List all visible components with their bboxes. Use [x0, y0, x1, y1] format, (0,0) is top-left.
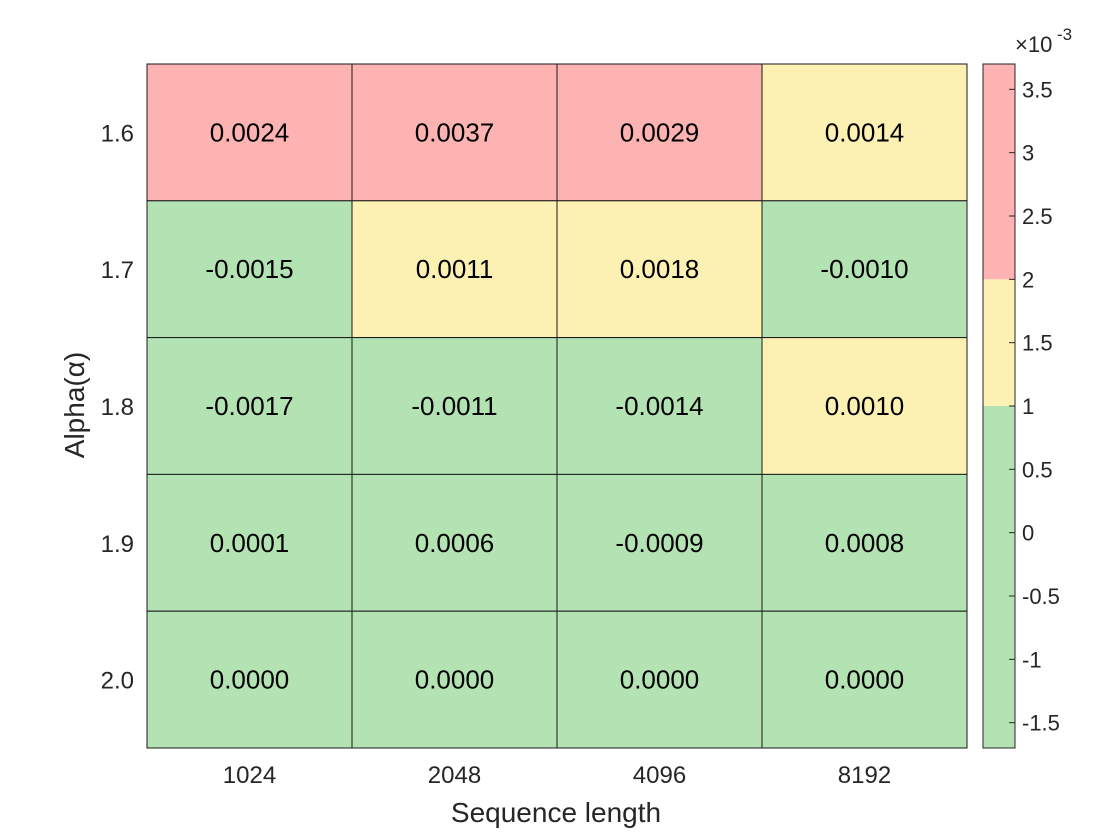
colorbar-tick-label: 0.5	[1022, 457, 1053, 482]
colorbar-tick-label: 1	[1022, 394, 1034, 419]
colorbar-tick-label: 0	[1022, 521, 1034, 546]
heatmap-cells	[146, 63, 968, 749]
heatmap-cell-1.9-1024	[146, 473, 353, 612]
cell-value-label: -0.0010	[820, 254, 908, 284]
colorbar-band-2	[983, 64, 1015, 280]
heatmap-cell-1.9-4096	[556, 473, 763, 612]
colorbar-tick-label: 1.5	[1022, 331, 1053, 356]
colorbar-tick-label: -0.5	[1022, 584, 1060, 609]
x-tick-label: 1024	[223, 762, 276, 789]
y-tick-label: 1.6	[101, 120, 134, 147]
colorbar-tick-label: -1	[1022, 647, 1042, 672]
cell-value-label: 0.0000	[620, 665, 700, 695]
heatmap-cell-2.0-2048	[351, 610, 558, 749]
heatmap-cell-1.8-2048	[351, 337, 558, 475]
cell-value-label: 0.0006	[415, 528, 495, 558]
heatmap-cell-1.6-2048	[351, 63, 558, 202]
cell-value-label: -0.0009	[615, 528, 703, 558]
cell-value-label: -0.0017	[205, 391, 293, 421]
cell-value-label: 0.0011	[416, 254, 494, 284]
colorbar-tick-label: 2	[1022, 267, 1034, 292]
cell-value-label: 0.0014	[825, 117, 905, 147]
colorbar	[982, 63, 1016, 749]
colorbar-ticks: 3.5 3 2.5 2 1.5 1 0.5 0 -0.5 -1 -1.5	[1009, 77, 1060, 736]
y-tick-label: 1.9	[101, 531, 134, 558]
cell-value-label: -0.0014	[615, 391, 703, 421]
cell-value-label: 0.0000	[825, 665, 905, 695]
colorbar-tick-label: 3	[1022, 141, 1034, 166]
x-tick-label: 4096	[633, 762, 686, 789]
cell-value-label: 0.0037	[415, 117, 495, 147]
y-tick-label: 2.0	[101, 668, 134, 695]
y-tick-label: 1.7	[101, 257, 134, 284]
colorbar-multiplier-exponent: -3	[1057, 25, 1072, 44]
heatmap-cell-1.6-4096	[556, 63, 763, 202]
colorbar-multiplier: ×10 -3	[1015, 25, 1072, 57]
cell-value-label: -0.0011	[411, 391, 497, 421]
heatmap-cell-2.0-4096	[556, 610, 763, 749]
cell-value-label: -0.0015	[205, 254, 293, 284]
colorbar-multiplier-base: ×10	[1015, 32, 1052, 57]
heatmap-cell-1.9-2048	[351, 473, 558, 612]
heatmap-cell-1.7-8192	[761, 200, 968, 339]
x-tick-label: 2048	[428, 762, 481, 789]
heatmap-cell-1.7-1024	[146, 200, 353, 339]
heatmap-cell-1.6-8192	[761, 63, 968, 202]
cell-value-label: 0.0000	[415, 665, 495, 695]
cell-value-label: 0.0018	[620, 254, 700, 284]
heatmap-cell-1.6-1024	[146, 63, 353, 202]
heatmap-cell-1.8-8192	[761, 337, 968, 475]
cell-value-label: 0.0029	[620, 117, 700, 147]
cell-value-label: 0.0024	[210, 117, 290, 147]
heatmap-cell-1.7-2048	[351, 200, 558, 339]
cell-value-label: 0.0010	[825, 391, 905, 421]
heatmap-cell-2.0-1024	[146, 610, 353, 749]
cell-value-label: 0.0000	[210, 665, 290, 695]
heatmap-cell-labels: 0.0024 0.0037 0.0029 0.0014 -0.0015 0.0011 0.0…	[205, 117, 908, 694]
colorbar-tick-label: 3.5	[1022, 77, 1053, 102]
heatmap-cell-1.7-4096	[556, 200, 763, 339]
colorbar-band-0	[983, 406, 1015, 748]
cell-value-label: 0.0001	[210, 528, 290, 558]
heatmap-cell-2.0-8192	[761, 610, 968, 749]
colorbar-tick-label: 2.5	[1022, 204, 1053, 229]
y-axis-label: Alpha(α)	[59, 352, 90, 458]
y-tick-label: 1.8	[101, 394, 134, 421]
cell-value-label: 0.0008	[825, 528, 905, 558]
colorbar-tick-label: -1.5	[1022, 711, 1060, 736]
y-axis-ticks: 1.6 1.7 1.8 1.9 2.0	[101, 120, 134, 694]
heatmap-cell-1.9-8192	[761, 473, 968, 612]
x-axis-label: Sequence length	[451, 797, 661, 828]
x-axis-ticks: 1024 2048 4096 8192	[223, 762, 891, 789]
x-tick-label: 8192	[838, 762, 891, 789]
